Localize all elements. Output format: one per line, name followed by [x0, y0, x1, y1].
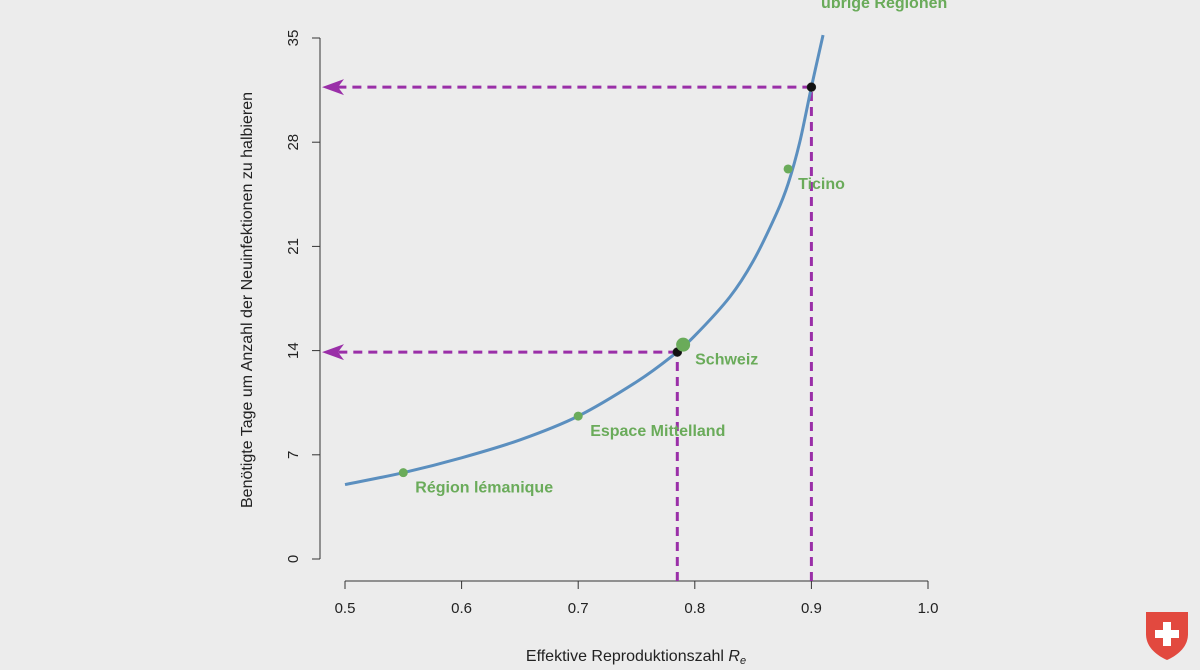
x-tick-label: 0.8 — [684, 600, 705, 617]
region-point — [573, 411, 583, 421]
region-point — [676, 337, 691, 352]
region-point-label: Ticino — [798, 176, 845, 193]
x-tick-label: 0.9 — [801, 600, 822, 617]
region-point — [398, 468, 408, 478]
region-point — [783, 164, 793, 174]
arrow-head — [322, 79, 344, 96]
region-point-label: übrige Regionen — [821, 0, 947, 12]
x-axis-title: Effektive Reproduktionszahl Re — [526, 648, 746, 667]
y-tick-label: 0 — [285, 555, 302, 563]
x-axis: 0.5 0.6 0.7 0.8 0.9 1.0 — [335, 580, 939, 617]
y-axis: 0 7 14 21 28 35 — [285, 30, 321, 563]
x-tick-label: 1.0 — [918, 600, 939, 617]
y-tick-label: 21 — [285, 238, 302, 255]
arrow-head — [322, 344, 344, 361]
region-point-label: Région lémanique — [415, 480, 553, 497]
curve-line — [344, 34, 825, 487]
swiss-shield-logo — [1146, 612, 1188, 660]
y-tick-label: 14 — [285, 342, 302, 359]
curve-markers — [672, 82, 817, 357]
region-points: Région lémanique Espace Mittelland Schweiz… — [398, 0, 947, 497]
y-tick-label: 28 — [285, 134, 302, 151]
y-tick-label: 7 — [285, 451, 302, 459]
region-point-label: Schweiz — [695, 352, 758, 369]
x-tick-label: 0.5 — [335, 600, 356, 617]
y-axis-title: Benötigte Tage um Anzahl der Neuinfektio… — [239, 92, 256, 508]
reference-lines — [322, 79, 813, 581]
y-tick-label: 35 — [285, 30, 302, 47]
region-point-label: Espace Mittelland — [590, 423, 725, 440]
x-tick-label: 0.7 — [568, 600, 589, 617]
x-tick-label: 0.6 — [451, 600, 472, 617]
curve-marker — [806, 82, 817, 92]
